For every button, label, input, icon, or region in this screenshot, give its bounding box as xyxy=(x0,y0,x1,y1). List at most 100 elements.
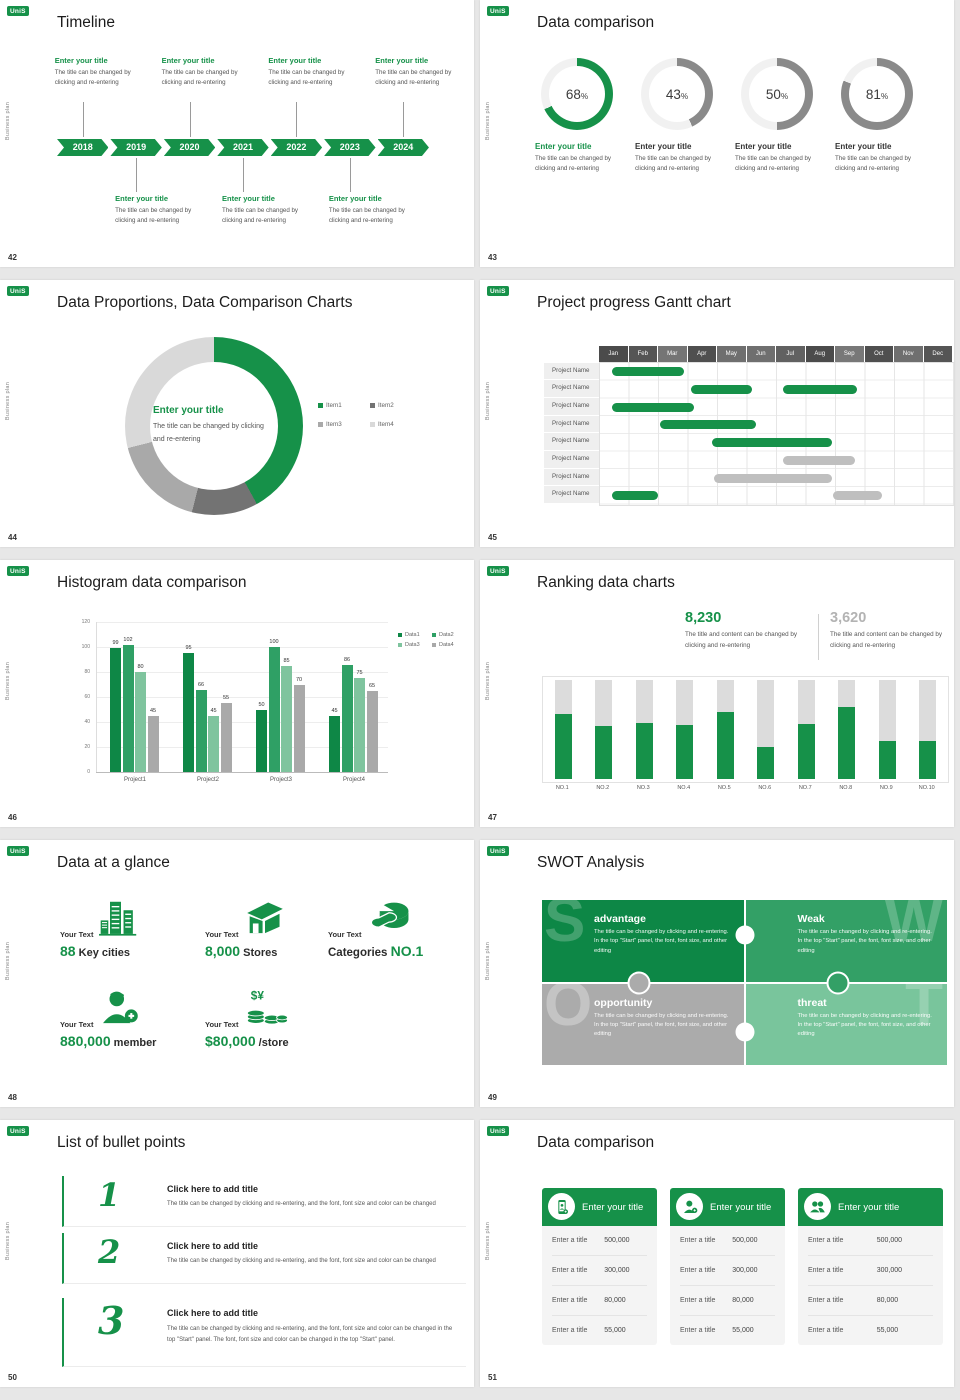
comparison-card: Enter your title Enter a title 500,000 Ente… xyxy=(670,1188,785,1345)
progress-item: 43% Enter your title The title can be chan… xyxy=(635,58,725,174)
table-row: Enter a title 500,000 xyxy=(808,1226,933,1256)
bar xyxy=(329,715,340,772)
page-title: Data comparison xyxy=(537,1134,655,1151)
y-axis-tick-label: 100 xyxy=(81,643,90,650)
gantt-month: Feb xyxy=(628,346,657,362)
glance-label: Your Text xyxy=(328,930,362,939)
store-icon xyxy=(244,898,286,941)
x-axis-category-label: Project1 xyxy=(123,777,146,783)
list-item-body: The title can be changed by clicking and… xyxy=(167,1201,436,1207)
table-row: Enter a title 500,000 xyxy=(552,1226,647,1256)
gantt-month-header: Jan Feb Mar Apr May Jun Jul Aug Sep Oct Nov Dec xyxy=(599,346,953,362)
list-item-number: 1 xyxy=(98,1176,121,1214)
glance-item-head: Your Text xyxy=(328,898,470,941)
timeline-year: 2018 xyxy=(57,139,108,156)
gantt-month: Oct xyxy=(864,346,893,362)
x-axis-category-label: NO.4 xyxy=(677,785,691,791)
bar xyxy=(354,678,365,772)
progress-title: Enter your title xyxy=(535,142,592,151)
timeline-entry-body: The title can be changed by clicking and… xyxy=(328,207,405,225)
bar-value-label: 65 xyxy=(368,682,376,689)
bar-value-label: 45 xyxy=(149,707,157,714)
table-row: Enter a title 300,000 xyxy=(808,1256,933,1286)
swot-heading: threat xyxy=(797,996,827,1009)
page-title: Histogram data comparison xyxy=(57,574,247,591)
timeline-entry-title: Enter your title xyxy=(375,56,429,65)
legend-swatch xyxy=(398,643,402,647)
glance-item-head: Your Text xyxy=(60,898,200,941)
list-item-title: Click here to add title xyxy=(167,1308,259,1318)
bar-fill xyxy=(838,706,856,779)
row-label: Enter a title xyxy=(680,1267,716,1274)
legend-item: Item2 xyxy=(370,402,422,409)
progress-item: 81% Enter your title The title can be chan… xyxy=(835,58,925,174)
glance-item: Your Text $¥ $80,000 /store xyxy=(205,988,340,1051)
row-value: 500,000 xyxy=(604,1237,630,1244)
unis-logo: UniS xyxy=(7,286,29,296)
glance-accent-value: 880,000 xyxy=(60,1033,111,1049)
slide-donut-comparison[interactable]: UniS Business plan Data comparison 68% En… xyxy=(480,0,954,267)
y-axis-line xyxy=(96,622,97,772)
glance-accent-value: $80,000 xyxy=(205,1033,256,1049)
x-axis-category-label: NO.3 xyxy=(636,785,650,791)
glance-value-line: 88 Key cities xyxy=(60,943,200,961)
timeline-entry-body: The title can be changed by clicking and… xyxy=(222,207,299,225)
glance-value-line: Categories NO.1 xyxy=(328,943,470,961)
row-value: 300,000 xyxy=(732,1267,758,1274)
donut-chart: Enter your title The title can be changed… xyxy=(0,280,474,547)
x-axis-category-label: NO.2 xyxy=(596,785,610,791)
unis-logo: UniS xyxy=(7,6,29,16)
timeline-year: 2021 xyxy=(217,139,268,156)
bar xyxy=(281,665,292,772)
timeline-entry-body: The title can be changed by clicking and… xyxy=(54,69,131,87)
puzzle-connector xyxy=(735,925,754,945)
progress-value: 81% xyxy=(865,86,889,102)
progress-ring: 50% xyxy=(741,58,813,130)
x-axis-category-label: NO.7 xyxy=(798,785,812,791)
gantt-month: Jan xyxy=(599,346,628,362)
gantt-bar xyxy=(611,402,695,412)
timeline-diagram: 2018 2019 2020 2021 2022 2023 2024 Enter your t… xyxy=(0,0,474,267)
slide-ranking[interactable]: UniS Business plan Ranking data charts 8… xyxy=(480,560,954,827)
gridline xyxy=(96,722,388,723)
table-row: Enter a title 500,000 xyxy=(680,1226,775,1256)
gantt-row-label: Project Name xyxy=(544,415,599,433)
slide-timeline[interactable]: UniS Business plan Timeline 2018 2019 2020… xyxy=(0,0,474,267)
donut-center-text: Enter your title The title can be changed… xyxy=(125,337,303,515)
slide-tables[interactable]: UniS Business plan Data comparison Enter… xyxy=(480,1120,954,1387)
bar-value-label: 95 xyxy=(185,645,192,652)
progress-title: Enter your title xyxy=(835,142,892,151)
swot-body: The title can be changed by clicking and… xyxy=(594,929,729,954)
slide-proportions[interactable]: UniS Business plan Data Proportions, Dat… xyxy=(0,280,474,547)
table-row: Enter a title 55,000 xyxy=(808,1316,933,1345)
bar xyxy=(135,672,146,772)
page-title: Project progress Gantt chart xyxy=(537,294,731,311)
slide-gantt[interactable]: UniS Business plan Project progress Gant… xyxy=(480,280,954,547)
x-axis-category-label: NO.1 xyxy=(555,785,569,791)
slide-glance[interactable]: UniS Business plan Data at a glance Your… xyxy=(0,840,474,1107)
puzzle-connector xyxy=(826,971,850,994)
progress-item: 50% Enter your title The title can be chan… xyxy=(735,58,825,174)
gantt-month: Jun xyxy=(746,346,775,362)
glance-accent-value: 8,000 xyxy=(205,943,241,959)
timeline-connector xyxy=(82,102,84,137)
legend-item: Item3 xyxy=(318,421,370,428)
row-label: Enter a title xyxy=(552,1327,588,1334)
bar-track xyxy=(676,680,694,779)
gantt-grid xyxy=(599,362,954,506)
coins-icon: $¥ xyxy=(244,988,289,1031)
x-axis-category-label: Project2 xyxy=(196,777,219,783)
gridline xyxy=(96,747,388,748)
slide-histogram[interactable]: UniS Business plan Histogram data compar… xyxy=(0,560,474,827)
legend-swatch xyxy=(432,643,436,647)
bar-value-label: 100 xyxy=(269,639,279,645)
progress-body: The title can be changed by clicking and… xyxy=(735,155,812,172)
glance-accent-value: NO.1 xyxy=(390,943,424,959)
slide-bullets[interactable]: UniS Business plan List of bullet points… xyxy=(0,1120,474,1387)
page-title: Data comparison xyxy=(537,14,655,31)
page-title: SWOT Analysis xyxy=(537,854,645,871)
bar-value-label: 99 xyxy=(112,640,119,647)
